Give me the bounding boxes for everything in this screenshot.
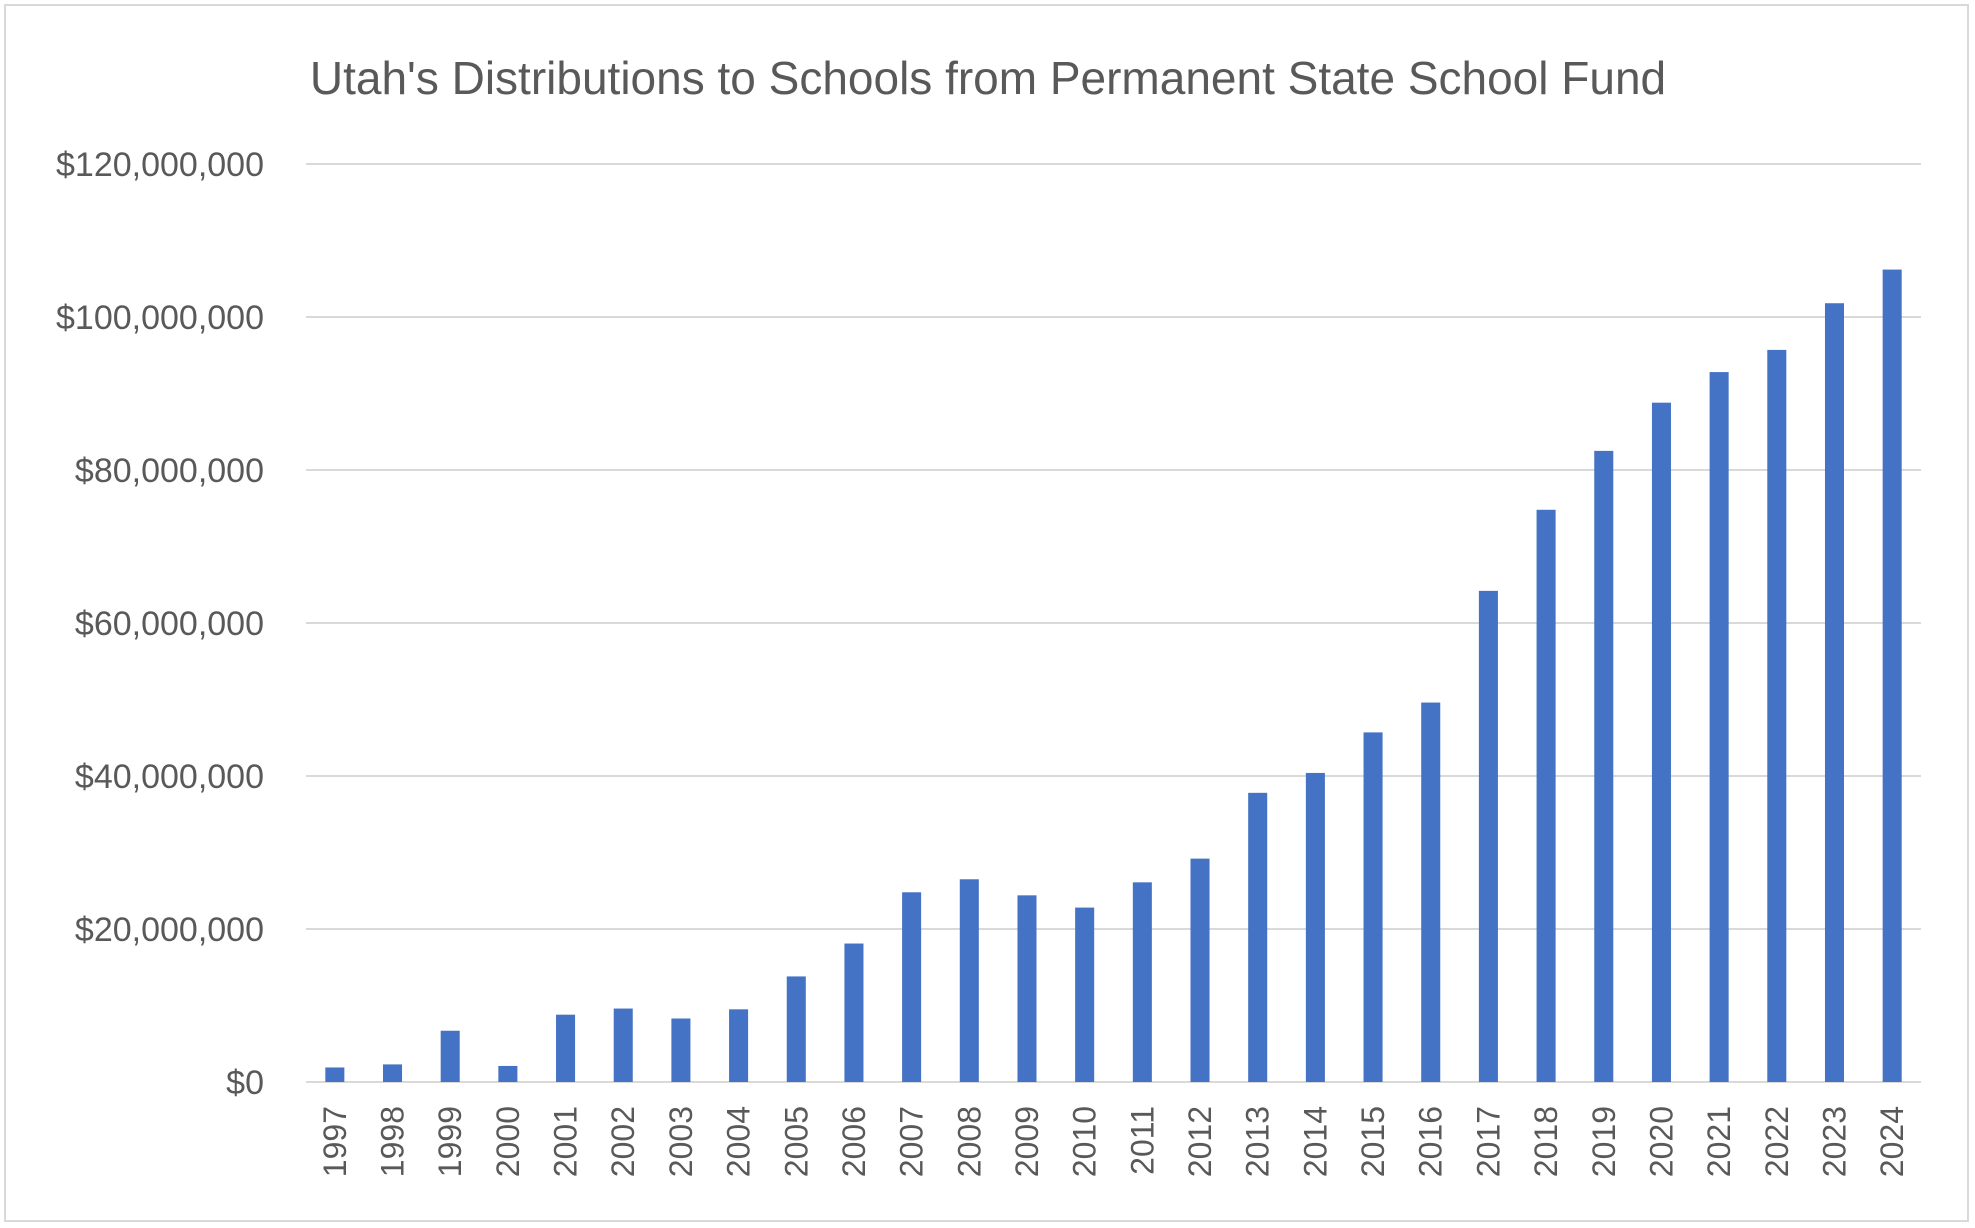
- x-tick-label: 2004: [721, 1106, 757, 1177]
- x-tick-label: 2021: [1701, 1106, 1737, 1177]
- x-tick-label: 2012: [1182, 1106, 1218, 1177]
- x-tick-label: 2008: [951, 1106, 987, 1177]
- bar-2004: [729, 1009, 749, 1082]
- x-tick-label: 2024: [1874, 1106, 1910, 1177]
- x-tick-label: 2003: [663, 1106, 699, 1177]
- bar-2014: [1305, 772, 1325, 1082]
- bar-2005: [786, 976, 806, 1082]
- bar-2001: [556, 1014, 576, 1082]
- x-tick-label: 2002: [605, 1106, 641, 1177]
- x-tick-label: 2006: [836, 1106, 872, 1177]
- x-tick-label: 2018: [1528, 1106, 1564, 1177]
- bar-2024: [1882, 269, 1902, 1082]
- x-tick-label: 2014: [1297, 1106, 1333, 1177]
- x-tick-label: 1999: [432, 1106, 468, 1177]
- x-tick-label: 1997: [317, 1106, 353, 1177]
- bar-2023: [1824, 303, 1844, 1083]
- bar-2019: [1594, 450, 1614, 1082]
- bar-1999: [440, 1030, 460, 1082]
- x-tick-label: 2013: [1240, 1106, 1276, 1177]
- x-tick-label: 2000: [490, 1106, 526, 1177]
- bar-2018: [1536, 509, 1556, 1082]
- bar-2010: [1075, 907, 1095, 1082]
- x-tick-label: 1998: [375, 1106, 411, 1177]
- y-tick-label: $40,000,000: [75, 758, 264, 796]
- y-tick-label: $20,000,000: [75, 911, 264, 949]
- bar-2003: [671, 1018, 691, 1082]
- x-tick-label: 2023: [1816, 1106, 1852, 1177]
- bar-2000: [498, 1065, 518, 1082]
- y-tick-label: $120,000,000: [56, 146, 264, 184]
- x-tick-label: 2015: [1355, 1106, 1391, 1177]
- y-tick-label: $80,000,000: [75, 452, 264, 490]
- bar-2007: [902, 892, 922, 1082]
- bar-2008: [959, 879, 979, 1082]
- x-tick-label: 2001: [548, 1106, 584, 1177]
- bar-2020: [1651, 402, 1671, 1082]
- bar-2016: [1421, 702, 1441, 1082]
- bar-2021: [1709, 372, 1729, 1083]
- x-tick-label: 2020: [1643, 1106, 1679, 1177]
- bar-2002: [613, 1008, 633, 1082]
- x-tick-label: 2009: [1009, 1106, 1045, 1177]
- bar-2013: [1248, 792, 1268, 1082]
- x-tick-label: 2007: [894, 1106, 930, 1177]
- y-tick-label: $100,000,000: [56, 299, 264, 337]
- bar-2012: [1190, 858, 1210, 1082]
- x-tick-label: 2016: [1413, 1106, 1449, 1177]
- y-axis: $0 $20,000,000 $40,000,000 $60,000,000 $80,0…: [56, 146, 264, 1102]
- bar-1997: [325, 1067, 345, 1082]
- bars: [325, 269, 1902, 1083]
- bar-1998: [383, 1064, 403, 1082]
- x-tick-label: 2010: [1067, 1106, 1103, 1177]
- bar-2009: [1017, 895, 1037, 1082]
- gridlines: [306, 163, 1921, 1083]
- bar-2006: [844, 943, 864, 1082]
- y-tick-label: $60,000,000: [75, 605, 264, 643]
- chart-frame: Utah's Distributions to Schools from Per…: [4, 4, 1969, 1222]
- x-tick-label: 2011: [1124, 1106, 1160, 1175]
- x-tick-label: 2019: [1586, 1106, 1622, 1177]
- x-tick-label: 2017: [1470, 1106, 1506, 1177]
- x-axis: 1997 1998 1999 2000 2001 2002 2003 2004 2005 2006…: [317, 1106, 1910, 1177]
- chart-title: Utah's Distributions to Schools from Per…: [310, 52, 1666, 104]
- y-tick-label: $0: [226, 1064, 264, 1102]
- bar-chart: Utah's Distributions to Schools from Per…: [56, 52, 1921, 1177]
- bar-2011: [1132, 882, 1152, 1082]
- bar-2022: [1767, 349, 1787, 1082]
- x-tick-label: 2005: [778, 1106, 814, 1177]
- bar-2017: [1478, 590, 1498, 1082]
- x-tick-label: 2022: [1759, 1106, 1795, 1177]
- bar-2015: [1363, 732, 1383, 1082]
